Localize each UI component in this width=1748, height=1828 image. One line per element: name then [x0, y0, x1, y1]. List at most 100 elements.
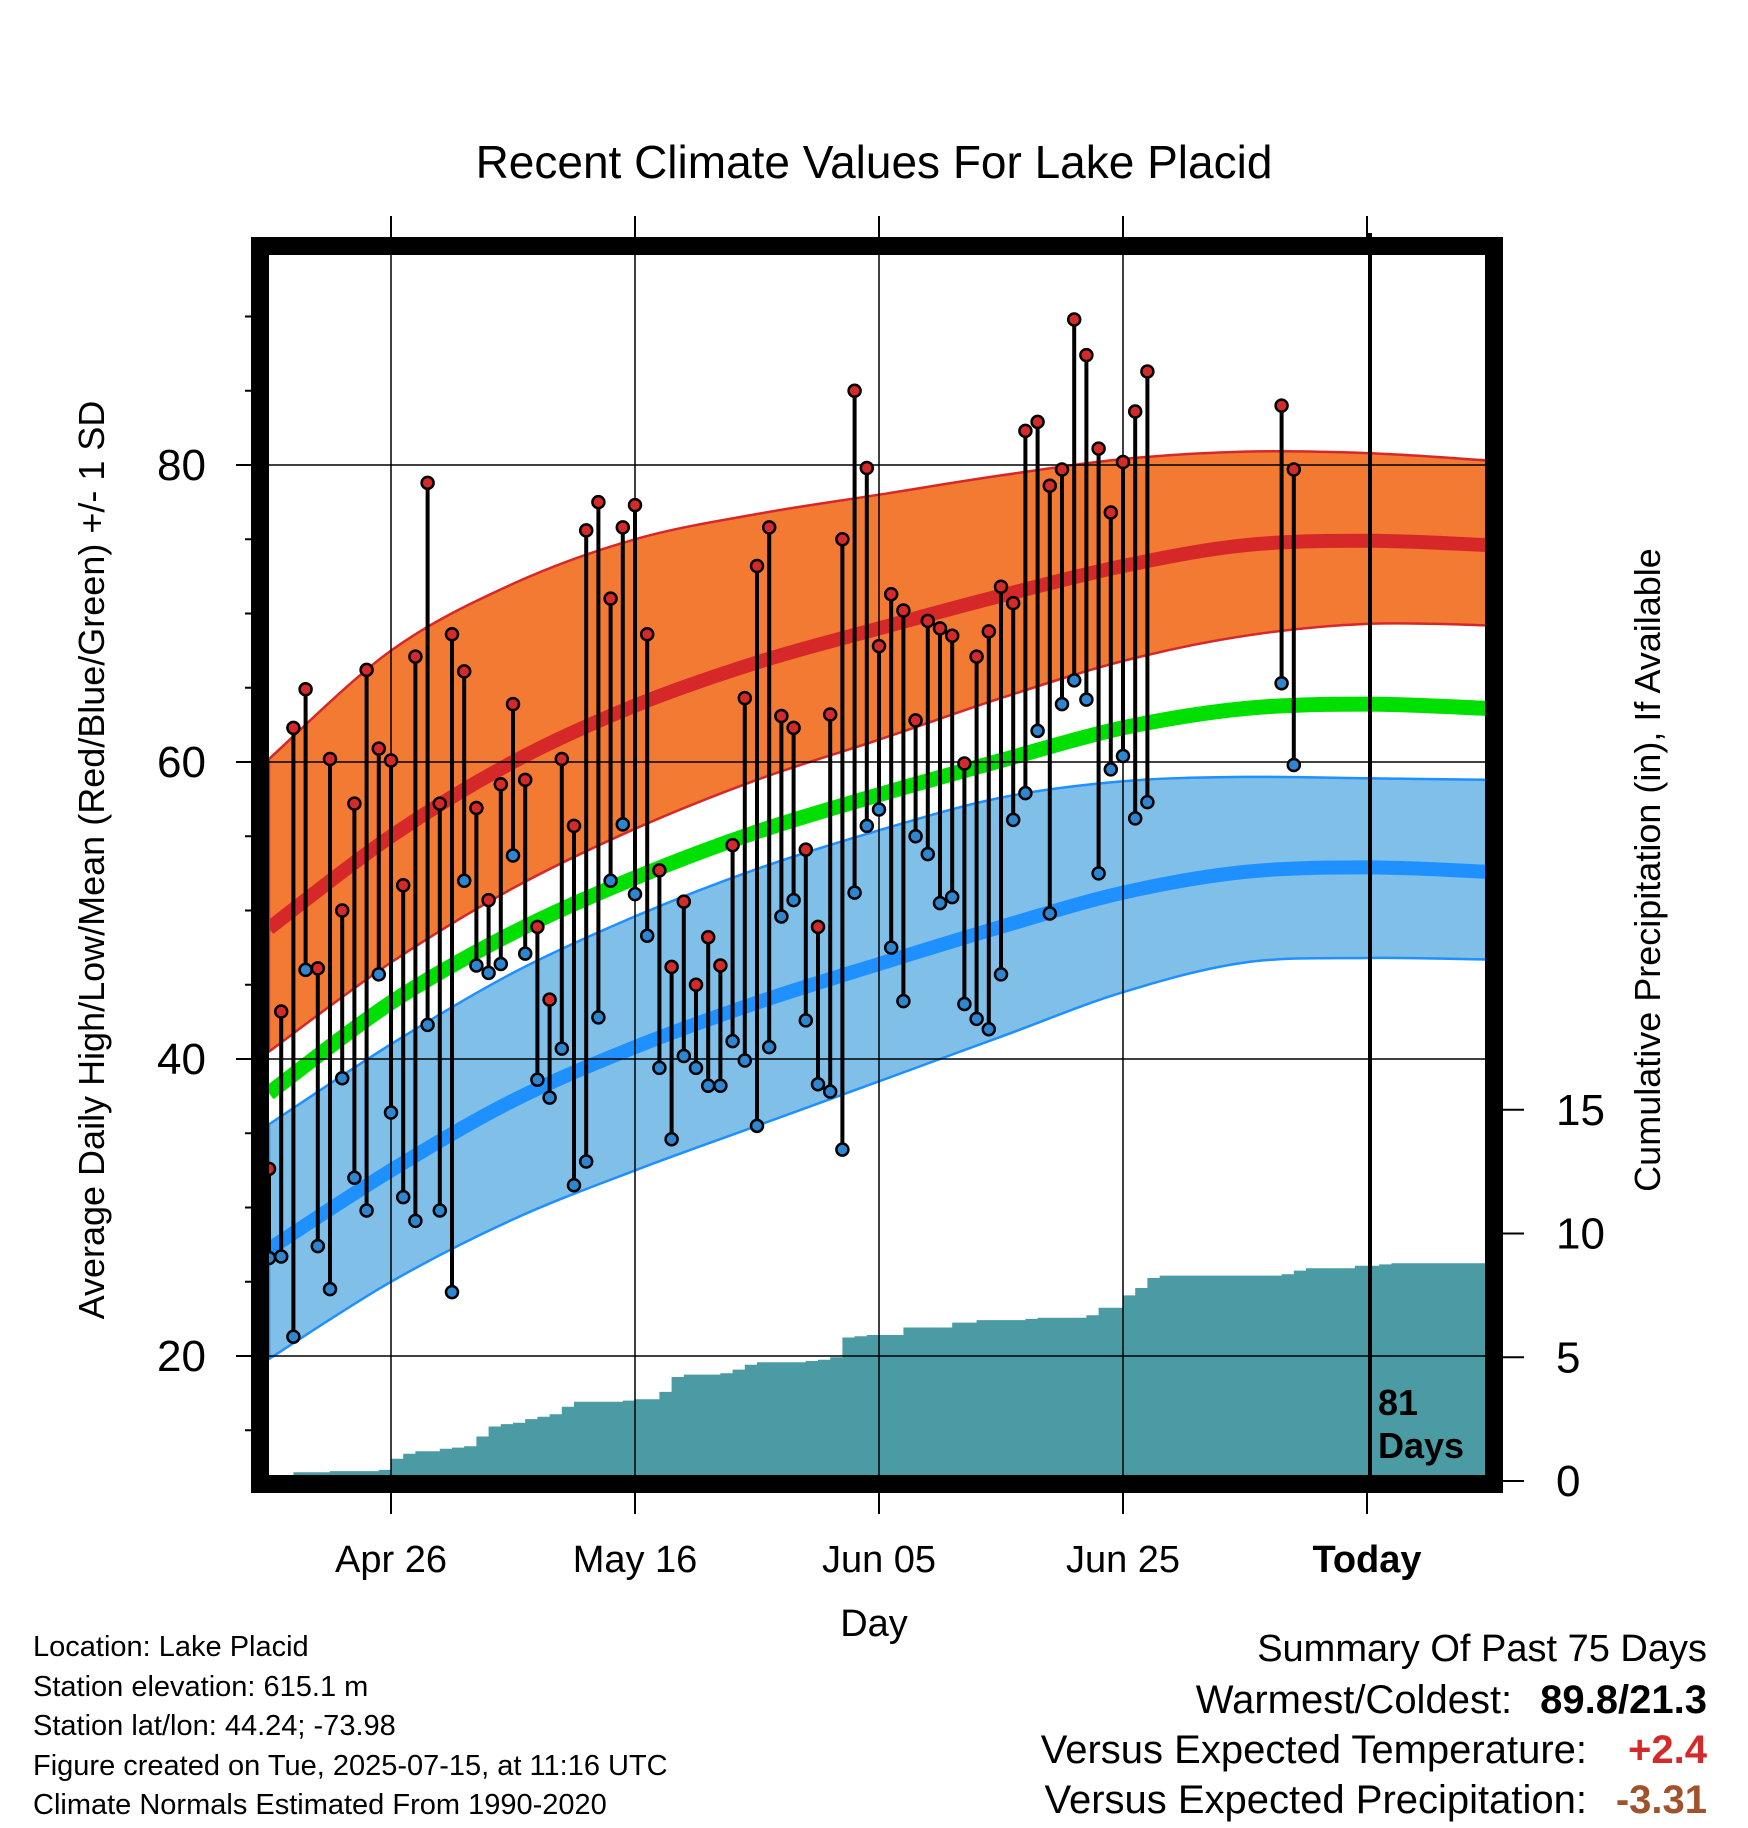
daily-low-point: [420, 1017, 435, 1033]
high-sd-band: [269, 449, 1485, 1054]
daily-high-point: [603, 591, 618, 606]
daily-low-point: [408, 1213, 423, 1229]
daily-high-point: [408, 649, 423, 664]
x-tick-label: May 16: [573, 1539, 698, 1581]
daily-high-point: [1115, 454, 1131, 470]
warmest-coldest-value: 89.8/21.3: [1540, 1678, 1707, 1722]
daily-low-point: [1042, 906, 1058, 921]
daily-low-point: [1115, 748, 1131, 764]
daily-high-point: [725, 837, 740, 853]
x-axis-label: Day: [840, 1603, 908, 1645]
y2-axis-label: Cumulative Precipitation (in), If Availa…: [1627, 548, 1668, 1192]
plot-clip-area: [269, 0, 1485, 1475]
station-info: Location: Lake Placid Station elevation:…: [33, 1628, 668, 1826]
daily-low-point: [664, 1131, 679, 1147]
daily-low-point: [432, 1203, 448, 1218]
daily-low-point: [1066, 673, 1082, 688]
daily-high-point: [273, 1004, 289, 1019]
daily-low-point: [798, 1013, 814, 1028]
y2-tick-label: 10: [1556, 1210, 1605, 1259]
daily-high-point: [688, 977, 704, 992]
warmest-coldest-row: Warmest/Coldest: 89.8/21.3: [1041, 1675, 1707, 1725]
summary-heading: Summary Of Past 75 Days: [1257, 1628, 1707, 1670]
low-sd-band: [269, 775, 1485, 1361]
daily-low-point: [652, 1060, 667, 1076]
daily-high-point: [1030, 414, 1045, 430]
normals-text: Climate Normals Estimated From 1990-2020: [33, 1789, 607, 1821]
axes: [236, 216, 1524, 1514]
daily-high-point: [554, 751, 570, 767]
daily-low-point: [566, 1177, 582, 1193]
y2-tick-label: 0: [1556, 1457, 1580, 1506]
daily-high-point: [652, 863, 667, 878]
daily-high-point: [347, 796, 362, 811]
daily-low-point: [932, 895, 948, 911]
daily-high-point: [566, 818, 582, 834]
daily-low-point: [993, 967, 1009, 982]
precip-area: [293, 1263, 1485, 1475]
x-tick-label: Jun 25: [1066, 1539, 1180, 1581]
daily-low-point: [371, 967, 387, 982]
daily-high-point: [737, 690, 753, 706]
daily-high-point: [749, 558, 765, 574]
daily-low-point: [481, 965, 496, 981]
daily-low-point: [737, 1053, 753, 1068]
daily-high-point: [993, 579, 1009, 595]
daily-high-point: [761, 520, 777, 535]
daily-low-point: [578, 1154, 594, 1169]
x-tick-label: Today: [1312, 1539, 1421, 1581]
daily-low-point: [334, 1071, 350, 1086]
daily-low-point: [822, 1084, 838, 1099]
daily-high-point: [493, 777, 509, 792]
daily-high-point: [969, 649, 984, 664]
daily-low-point: [383, 1105, 399, 1120]
daily-low-point: [1324, 0, 1336, 6]
daily-high-point: [456, 664, 472, 679]
daily-low-point: [944, 889, 960, 905]
daily-low-point: [493, 956, 509, 972]
daily-high-point: [774, 708, 789, 724]
daily-low-point: [1079, 692, 1094, 707]
daily-low-point: [395, 1189, 411, 1205]
daily-low-point: [847, 885, 862, 900]
daily-low-point: [1103, 762, 1119, 777]
daily-high-point: [944, 628, 960, 644]
daily-low-point: [883, 940, 899, 955]
daily-high-point: [517, 772, 533, 788]
daily-high-point: [615, 520, 631, 535]
daily-high-point: [1091, 441, 1106, 456]
daily-low-point: [1140, 794, 1155, 810]
daily-high-point: [578, 523, 594, 538]
daily-high-point: [920, 613, 936, 629]
daily-high-point: [786, 720, 801, 736]
plot-frame: [251, 237, 1503, 1493]
daily-high-point: [1337, 0, 1349, 6]
daily-low-point: [359, 1203, 374, 1218]
daily-high-point: [932, 621, 948, 636]
daily-high-point: [664, 959, 679, 975]
daily-high-point: [383, 753, 399, 768]
daily-low-point: [456, 873, 472, 889]
daily-low-point: [786, 892, 801, 908]
daily-high-point: [957, 756, 972, 771]
daily-high-point: [627, 497, 643, 513]
y2-tick-label: 5: [1556, 1333, 1580, 1382]
daily-low-point: [615, 817, 631, 832]
daily-high-point: [676, 894, 692, 909]
latlon-text: Station lat/lon: 44.24; -73.98: [33, 1710, 396, 1742]
daily-low-point: [273, 1249, 289, 1264]
daily-low-point: [700, 1078, 716, 1093]
daily-low-point: [322, 1281, 338, 1297]
daily-high-point: [835, 532, 850, 547]
daily-low-point: [1286, 757, 1302, 773]
elevation-text: Station elevation: 615.1 m: [33, 1670, 369, 1703]
precip-label: Versus Expected Precipitation:: [1044, 1778, 1587, 1822]
daily-high-point: [591, 494, 606, 510]
daily-low-point: [298, 962, 313, 978]
daily-low-point: [1127, 811, 1143, 826]
daily-low-point: [1312, 0, 1324, 6]
daily-low-point: [517, 946, 533, 961]
daily-high-point: [322, 751, 338, 767]
daily-low-point: [444, 1284, 460, 1300]
daily-low-point: [603, 873, 618, 889]
